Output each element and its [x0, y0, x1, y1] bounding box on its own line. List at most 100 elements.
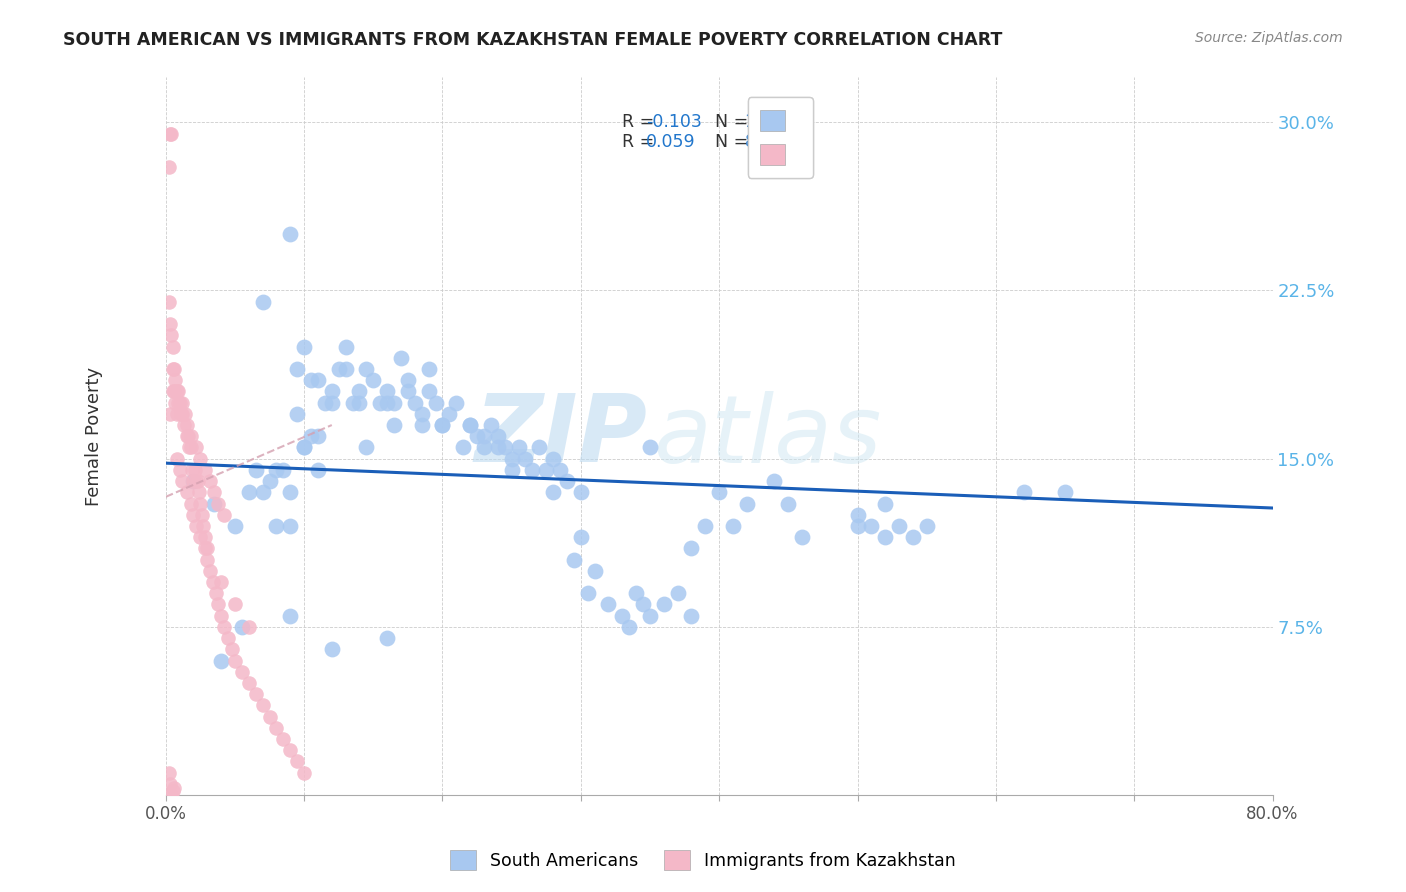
Point: [193, 463, 215, 477]
Point: [451, 441, 474, 455]
Point: [167, 384, 190, 399]
Point: [157, 160, 180, 174]
Point: [763, 474, 786, 488]
Point: [375, 631, 398, 645]
Point: [335, 362, 357, 376]
Point: [191, 508, 214, 522]
Point: [624, 586, 647, 600]
Point: [188, 485, 211, 500]
Point: [221, 642, 243, 657]
Point: [209, 608, 232, 623]
Point: [176, 429, 198, 443]
Point: [157, 294, 180, 309]
Point: [166, 407, 188, 421]
Point: [541, 485, 564, 500]
Point: [486, 429, 509, 443]
Point: [368, 395, 391, 409]
Point: [224, 598, 246, 612]
Point: [202, 496, 225, 510]
Point: [307, 463, 329, 477]
Point: [165, 395, 187, 409]
Point: [273, 731, 295, 746]
Point: [181, 463, 204, 477]
Point: [207, 496, 229, 510]
Point: [792, 530, 814, 544]
Point: [180, 496, 202, 510]
Point: [159, 777, 181, 791]
Point: [707, 485, 730, 500]
Text: atlas: atlas: [652, 391, 882, 482]
Point: [721, 519, 744, 533]
Point: [1053, 485, 1076, 500]
Point: [446, 395, 468, 409]
Point: [209, 653, 232, 667]
Point: [562, 552, 585, 566]
Point: [681, 608, 703, 623]
Point: [411, 418, 433, 433]
Point: [439, 407, 461, 421]
Point: [458, 418, 481, 433]
Point: [165, 373, 187, 387]
Point: [375, 395, 398, 409]
Point: [619, 620, 641, 634]
Point: [292, 441, 315, 455]
Point: [522, 463, 544, 477]
Point: [198, 564, 221, 578]
Point: [217, 631, 239, 645]
Point: [190, 451, 212, 466]
Point: [285, 755, 308, 769]
Text: 0.059: 0.059: [647, 133, 696, 151]
Text: ZIP: ZIP: [474, 391, 647, 483]
Point: [177, 429, 200, 443]
Point: [160, 328, 183, 343]
Point: [652, 598, 675, 612]
Point: [186, 441, 208, 455]
Point: [278, 485, 301, 500]
Point: [169, 463, 191, 477]
Point: [411, 407, 433, 421]
Point: [887, 519, 910, 533]
Point: [198, 474, 221, 488]
Point: [157, 765, 180, 780]
Point: [569, 530, 592, 544]
Point: [224, 653, 246, 667]
Point: [418, 384, 440, 399]
Point: [193, 541, 215, 556]
Point: [231, 665, 253, 679]
Point: [170, 407, 193, 421]
Point: [252, 485, 274, 500]
Point: [432, 418, 454, 433]
Point: [915, 519, 938, 533]
Point: [292, 340, 315, 354]
Point: [846, 508, 869, 522]
Point: [529, 441, 551, 455]
Point: [159, 407, 181, 421]
Point: [494, 441, 516, 455]
Point: [252, 698, 274, 713]
Point: [432, 418, 454, 433]
Text: R =: R =: [621, 133, 659, 151]
Point: [278, 519, 301, 533]
Point: [180, 429, 202, 443]
Point: [598, 598, 620, 612]
Text: SOUTH AMERICAN VS IMMIGRANTS FROM KAZAKHSTAN FEMALE POVERTY CORRELATION CHART: SOUTH AMERICAN VS IMMIGRANTS FROM KAZAKH…: [63, 31, 1002, 49]
Point: [162, 362, 184, 376]
Point: [681, 541, 703, 556]
Point: [184, 463, 207, 477]
Point: [472, 429, 495, 443]
Point: [190, 530, 212, 544]
Point: [1012, 485, 1035, 500]
Point: [695, 519, 717, 533]
Point: [396, 384, 419, 399]
Point: [224, 519, 246, 533]
Point: [501, 451, 523, 466]
Text: Source: ZipAtlas.com: Source: ZipAtlas.com: [1195, 31, 1343, 45]
Point: [314, 395, 336, 409]
Point: [631, 598, 654, 612]
Point: [174, 407, 197, 421]
Point: [382, 418, 405, 433]
Point: [252, 294, 274, 309]
Point: [167, 395, 190, 409]
Point: [418, 362, 440, 376]
Point: [778, 496, 800, 510]
